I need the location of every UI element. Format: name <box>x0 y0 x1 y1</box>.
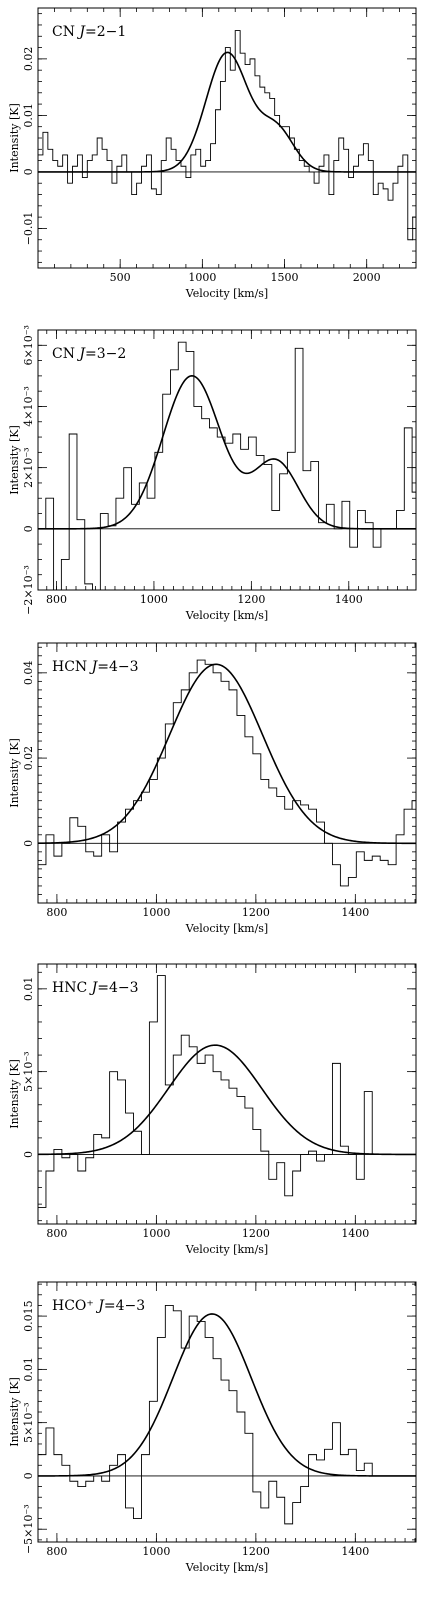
spectrum-histogram <box>38 1304 381 1525</box>
y-tick-label: 0.015 <box>22 1300 35 1332</box>
x-tick-label: 1500 <box>271 271 299 284</box>
spectrum-histogram <box>38 659 416 887</box>
x-tick-label: 800 <box>46 1227 67 1240</box>
gaussian-fit-line <box>38 663 416 845</box>
molecule-label: CN J=3−2 <box>52 346 126 362</box>
y-tick-label: 6×10⁻³ <box>22 325 35 365</box>
transition-label: =4−3 <box>104 1298 145 1314</box>
y-tick-label: 4×10⁻³ <box>22 386 35 426</box>
transition-label: J <box>95 1298 105 1314</box>
molecule-label: HNC J=4−3 <box>52 980 139 996</box>
chart-panel: 800 1000 1200 1400 −2×10⁻³ 0 2×10⁻³ 4×10⁻³ 6×10⁻… <box>8 325 417 622</box>
transition-label: J <box>76 346 86 362</box>
x-tick-label: 1000 <box>140 593 168 606</box>
y-tick-label: 0.01 <box>22 1357 35 1382</box>
y-tick-label: 0 <box>22 1151 35 1158</box>
plot-frame <box>37 1281 417 1543</box>
y-tick-label: 0 <box>22 1472 35 1479</box>
transition-label: J <box>89 980 99 996</box>
y-tick-label: 0 <box>22 525 35 532</box>
x-axis-label: Velocity [km/s] <box>185 287 268 300</box>
plot-frame <box>37 963 417 1225</box>
x-tick-label: 800 <box>46 1545 67 1558</box>
transition-label: =4−3 <box>97 980 138 996</box>
x-tick-label: 1200 <box>242 906 270 919</box>
spectrum-histogram <box>38 341 416 590</box>
molecule-label: CN J=2−1 <box>52 24 126 40</box>
y-tick-label: 2×10⁻³ <box>22 447 35 487</box>
y-tick-label: 0 <box>22 168 35 175</box>
transition-label: =4−3 <box>97 659 138 675</box>
y-tick-label: 0.02 <box>22 746 35 771</box>
y-tick-label: 0.01 <box>22 977 35 1002</box>
chart-panel: 500 1000 1500 2000 −0.01 0 0.01 0.02 Velocity [k… <box>8 7 417 300</box>
chart-panel: 800 1000 1200 1400 0 5×10⁻³ 0.01 Velocity [km/s… <box>8 963 417 1256</box>
y-tick-label: 5×10⁻³ <box>22 1402 35 1442</box>
x-tick-label: 800 <box>46 593 67 606</box>
y-tick-label: −2×10⁻³ <box>22 565 35 615</box>
chart-panel: 800 1000 1200 1400 0 0.02 0.04 Velocity [km/s] I… <box>8 642 417 935</box>
y-axis-label: Intensity [K] <box>8 738 21 808</box>
x-tick-label: 1400 <box>341 906 369 919</box>
transition-label: J <box>76 24 86 40</box>
molecule-label: HCN J=4−3 <box>52 659 139 675</box>
plot-frame <box>37 7 417 269</box>
spectrum-histogram <box>38 975 381 1208</box>
x-tick-label: 1200 <box>242 1227 270 1240</box>
x-tick-label: 1000 <box>142 1227 170 1240</box>
transition-label: J <box>89 659 99 675</box>
x-tick-label: 2000 <box>353 271 381 284</box>
gaussian-fit-line <box>38 1313 416 1477</box>
x-tick-label: 1200 <box>237 593 265 606</box>
y-tick-label: 5×10⁻³ <box>22 1051 35 1091</box>
x-tick-label: 1400 <box>335 593 363 606</box>
x-axis-label: Velocity [km/s] <box>185 609 268 622</box>
y-axis-label: Intensity [K] <box>8 425 21 495</box>
y-axis-label: Intensity [K] <box>8 1377 21 1447</box>
spectrum-histogram <box>38 30 416 241</box>
x-axis-label: Velocity [km/s] <box>185 1243 268 1256</box>
x-tick-label: 1400 <box>341 1227 369 1240</box>
x-tick-label: 800 <box>46 906 67 919</box>
y-tick-label: 0.04 <box>22 661 35 686</box>
x-tick-label: 1200 <box>242 1545 270 1558</box>
x-tick-label: 1400 <box>341 1545 369 1558</box>
gaussian-fit-line <box>38 375 416 530</box>
x-tick-label: 1000 <box>188 271 216 284</box>
x-tick-label: 1000 <box>142 1545 170 1558</box>
x-axis-label: Velocity [km/s] <box>185 922 268 935</box>
x-tick-label: 500 <box>110 271 131 284</box>
y-axis-label: Intensity [K] <box>8 103 21 173</box>
plot-frame <box>37 329 417 591</box>
chart-panel: 800 1000 1200 1400 −5×10⁻³ 0 5×10⁻³ 0.01 0.015 Ve… <box>8 1281 417 1574</box>
y-tick-label: 0 <box>22 840 35 847</box>
y-tick-label: 0.02 <box>22 47 35 72</box>
transition-label: =3−2 <box>85 346 126 362</box>
plot-frame <box>37 642 417 904</box>
gaussian-fit-line <box>38 51 416 173</box>
transition-label: =2−1 <box>85 24 126 40</box>
y-tick-label: 0.01 <box>22 103 35 128</box>
gaussian-fit-line <box>38 1044 416 1156</box>
x-tick-label: 1000 <box>142 906 170 919</box>
x-axis-label: Velocity [km/s] <box>185 1561 268 1574</box>
y-tick-label: −5×10⁻³ <box>22 1504 35 1554</box>
y-axis-label: Intensity [K] <box>8 1059 21 1129</box>
y-tick-label: −0.01 <box>22 212 35 246</box>
molecule-label: HCO⁺ J=4−3 <box>52 1298 145 1314</box>
